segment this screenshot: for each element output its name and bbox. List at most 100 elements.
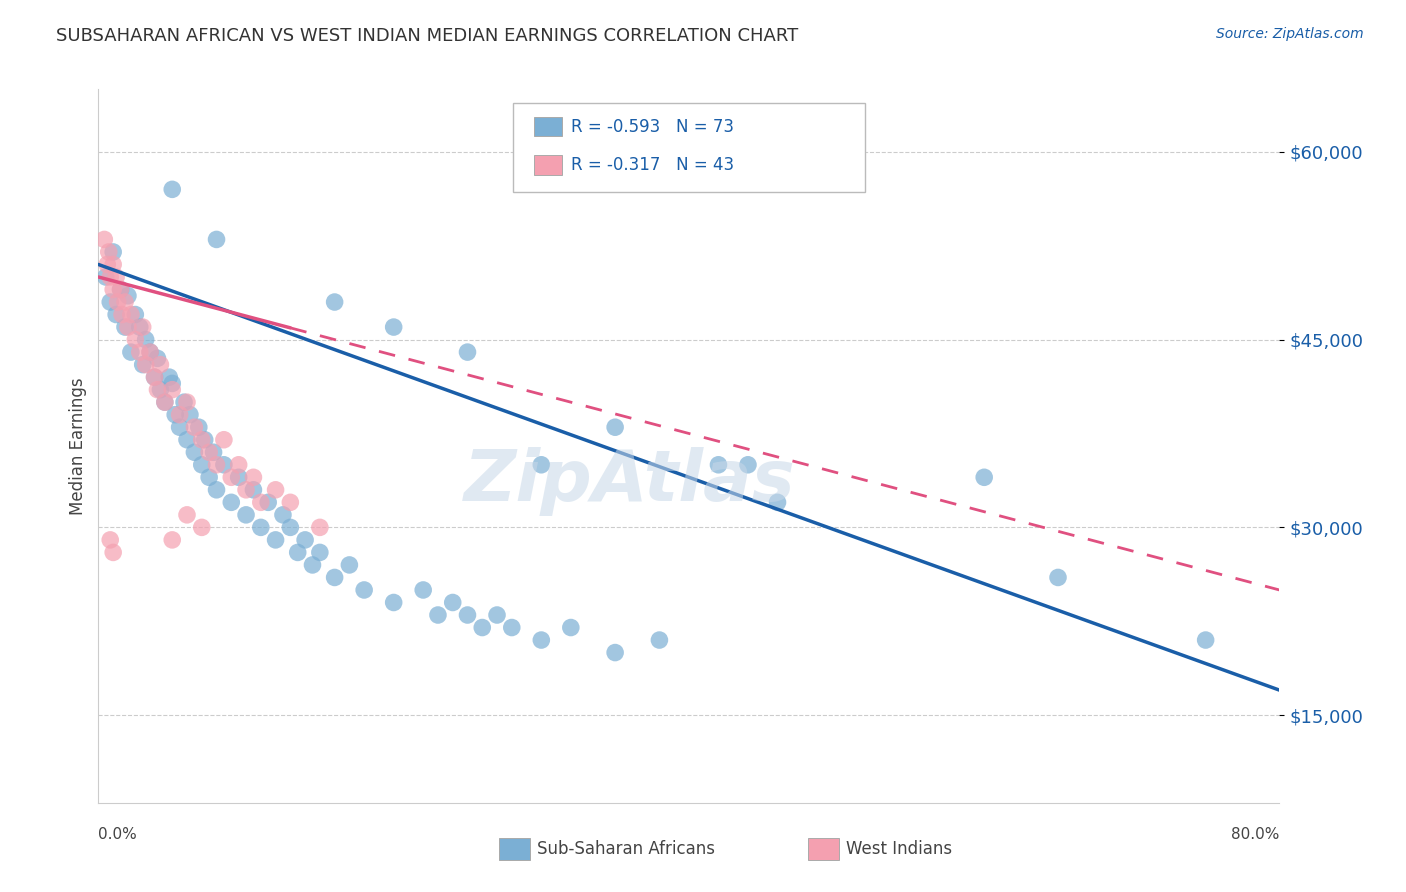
Point: [105, 270, 128, 285]
Text: ZipAtlas: ZipAtlas: [464, 447, 796, 516]
Point: [264, 483, 287, 497]
Point: [766, 495, 789, 509]
Point: [264, 533, 287, 547]
Point: [973, 470, 995, 484]
Text: 0.0%: 0.0%: [98, 827, 138, 841]
Point: [309, 520, 332, 534]
Point: [605, 420, 627, 434]
Point: [143, 370, 166, 384]
Point: [139, 345, 162, 359]
Point: [179, 408, 201, 422]
Point: [191, 520, 214, 534]
Point: [124, 333, 146, 347]
Point: [153, 395, 176, 409]
Point: [228, 458, 250, 472]
Text: West Indians: West Indians: [846, 840, 952, 858]
Point: [187, 420, 209, 434]
Point: [250, 495, 273, 509]
Text: 80.0%: 80.0%: [1232, 827, 1279, 841]
Point: [301, 558, 323, 572]
Point: [205, 483, 228, 497]
Point: [98, 533, 121, 547]
Point: [128, 345, 150, 359]
Point: [294, 533, 316, 547]
Point: [98, 295, 121, 310]
Point: [94, 270, 117, 285]
Point: [162, 376, 183, 391]
Point: [117, 320, 139, 334]
Point: [132, 358, 155, 372]
Point: [501, 621, 523, 635]
Point: [560, 621, 582, 635]
Point: [157, 370, 180, 384]
Point: [202, 445, 225, 459]
Point: [146, 383, 169, 397]
Point: [176, 508, 198, 522]
Point: [98, 270, 121, 285]
Point: [162, 533, 183, 547]
Point: [530, 458, 553, 472]
Point: [143, 370, 166, 384]
Point: [441, 595, 464, 609]
Point: [219, 495, 242, 509]
Point: [309, 545, 332, 559]
Point: [205, 232, 228, 246]
Point: [382, 595, 405, 609]
Point: [707, 458, 730, 472]
Point: [110, 283, 132, 297]
Point: [191, 458, 214, 472]
Point: [103, 244, 125, 259]
Point: [165, 408, 187, 422]
Point: [176, 395, 198, 409]
Point: [132, 320, 155, 334]
Point: [605, 646, 627, 660]
Text: R = -0.593   N = 73: R = -0.593 N = 73: [571, 118, 734, 136]
Point: [271, 508, 294, 522]
Point: [323, 570, 346, 584]
Point: [353, 582, 375, 597]
Point: [278, 520, 302, 534]
Point: [737, 458, 759, 472]
Point: [456, 345, 478, 359]
Point: [1195, 633, 1218, 648]
Point: [471, 621, 494, 635]
Point: [648, 633, 671, 648]
Point: [149, 383, 172, 397]
Point: [124, 308, 146, 322]
Point: [97, 244, 120, 259]
Point: [107, 295, 129, 310]
Point: [169, 408, 191, 422]
Point: [205, 458, 228, 472]
Point: [198, 470, 221, 484]
Text: SUBSAHARAN AFRICAN VS WEST INDIAN MEDIAN EARNINGS CORRELATION CHART: SUBSAHARAN AFRICAN VS WEST INDIAN MEDIAN…: [56, 27, 799, 45]
Point: [120, 345, 142, 359]
Point: [114, 320, 136, 334]
Point: [110, 283, 132, 297]
Point: [103, 283, 125, 297]
Point: [111, 308, 134, 322]
Point: [287, 545, 309, 559]
Point: [139, 345, 162, 359]
Point: [105, 308, 128, 322]
Point: [242, 483, 264, 497]
Point: [114, 295, 136, 310]
Point: [412, 582, 434, 597]
Point: [278, 495, 302, 509]
Point: [228, 470, 250, 484]
Point: [146, 351, 169, 366]
Point: [173, 395, 195, 409]
Y-axis label: Median Earnings: Median Earnings: [69, 377, 87, 515]
Point: [176, 433, 198, 447]
Point: [235, 508, 257, 522]
Point: [235, 483, 257, 497]
Point: [103, 545, 125, 559]
Point: [135, 358, 157, 372]
Point: [257, 495, 280, 509]
Point: [530, 633, 553, 648]
Point: [128, 320, 150, 334]
Point: [120, 308, 142, 322]
Point: [1046, 570, 1069, 584]
Point: [323, 295, 346, 310]
Point: [219, 470, 242, 484]
Point: [337, 558, 360, 572]
